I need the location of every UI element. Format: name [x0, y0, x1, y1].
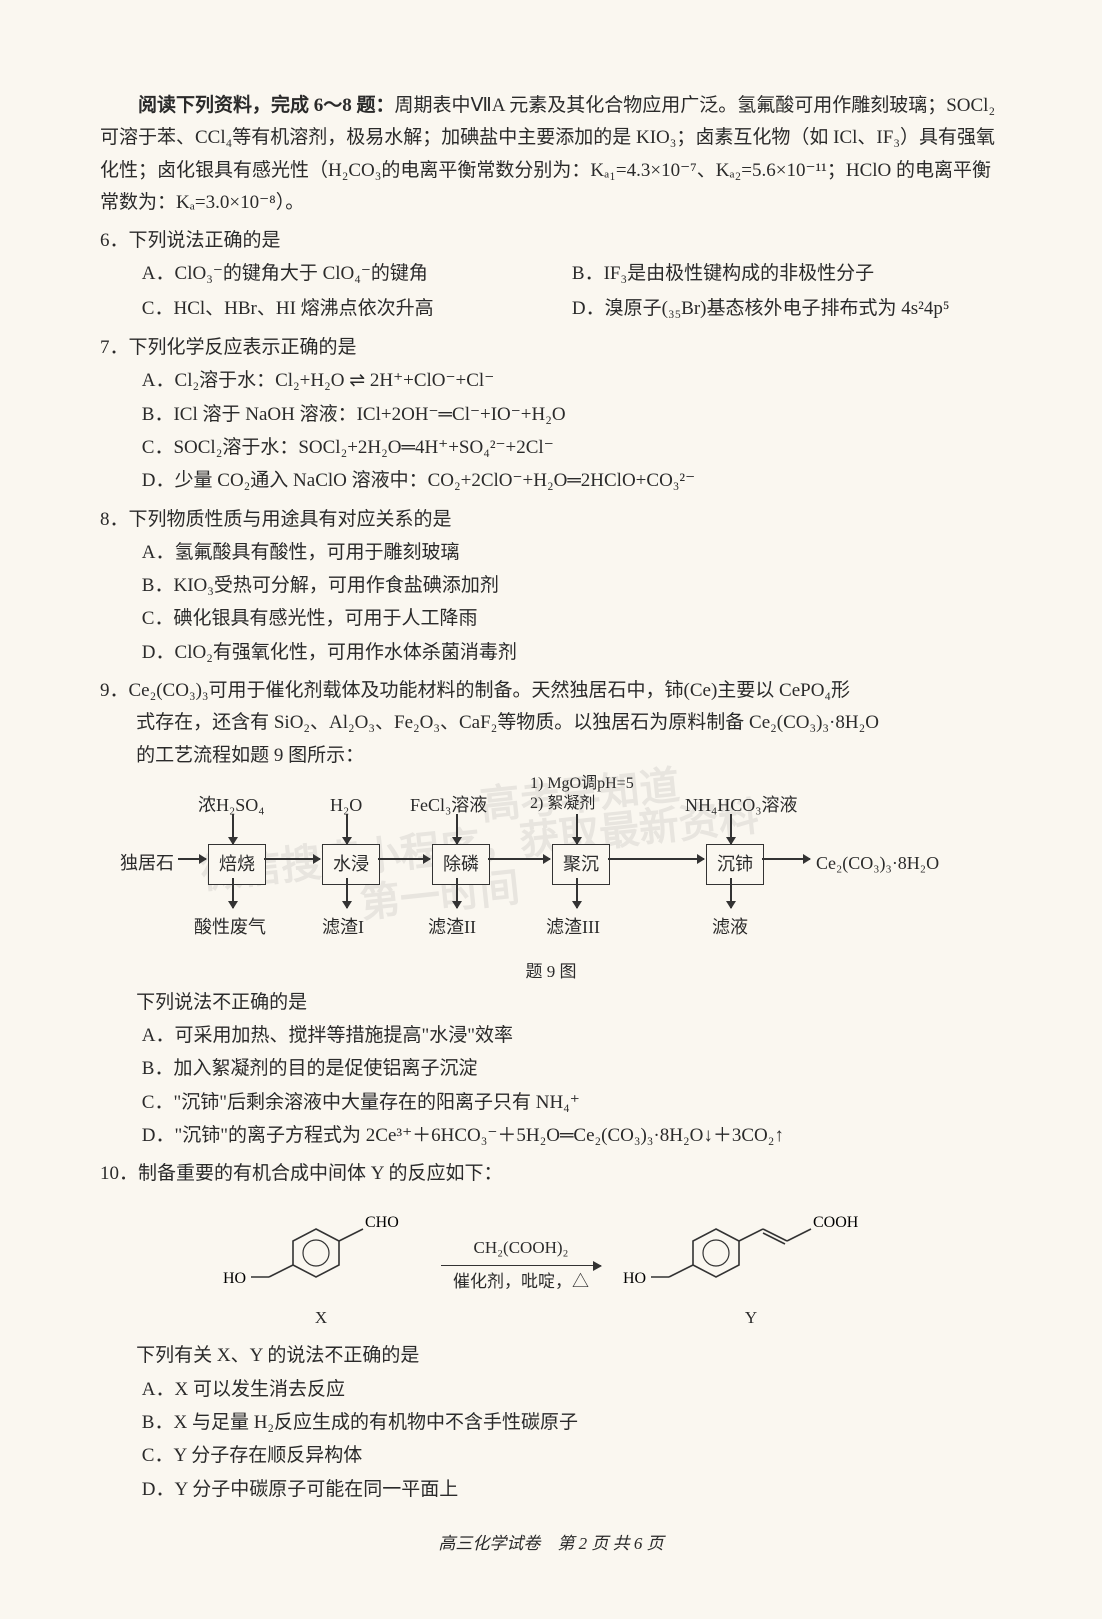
- arrow-icon: [608, 858, 704, 860]
- q8-stem: 8．下列物质性质与用途具有对应关系的是: [100, 504, 1002, 536]
- q9-opt-d: D．"沉铈"的离子方程式为 2Ce³⁺＋6HCO₃⁻＋5H₂O═Ce₂(CO₃)…: [142, 1120, 1002, 1152]
- arrow-icon: [178, 858, 206, 860]
- flow-box-2: 水浸: [322, 844, 380, 885]
- q10-substem: 下列有关 X、Y 的说法不正确的是: [100, 1340, 1002, 1372]
- q6-stem: 6．下列说法正确的是: [100, 225, 1002, 257]
- q9-options: A．可采用加热、搅拌等措施提高"水浸"效率 B．加入絮凝剂的目的是促使铝离子沉淀…: [100, 1020, 1002, 1152]
- q9-substem: 下列说法不正确的是: [100, 987, 1002, 1019]
- q8-opt-c: C．碘化银具有感光性，可用于人工降雨: [142, 603, 1002, 635]
- arrow-icon: [730, 878, 732, 908]
- page-footer: 高三化学试卷 第 2 页 共 6 页: [100, 1530, 1002, 1559]
- flow-output-1: 酸性废气: [194, 912, 266, 943]
- q7-opt-c: C．SOCl₂溶于水：SOCl₂+2H₂O═4H⁺+SO₄²⁻+2Cl⁻: [142, 432, 1002, 464]
- flow-start: 独居石: [120, 848, 174, 879]
- reaction-arrow: CH₂(COOH)₂ 催化剂，吡啶，△: [441, 1234, 601, 1297]
- flow-box-4: 聚沉: [552, 844, 610, 885]
- molecule-y-label: Y: [621, 1304, 881, 1333]
- flow-end: Ce₂(CO₃)₃·8H₂O: [816, 848, 939, 879]
- flow-box-5: 沉铈: [706, 844, 764, 885]
- q9-stem-line1: 9．Ce₂(CO₃)₃可用于催化剂载体及功能材料的制备。天然独居石中，铈(Ce)…: [100, 675, 1002, 707]
- passage-intro: 阅读下列资料，完成 6～8 题：周期表中ⅦA 元素及其化合物应用广泛。氢氟酸可用…: [100, 90, 1002, 219]
- arrow-icon: [346, 814, 348, 844]
- q9-stem-line3: 的工艺流程如题 9 图所示：: [100, 740, 1002, 772]
- q7-opt-d: D．少量 CO₂通入 NaClO 溶液中：CO₂+2ClO⁻+H₂O═2HClO…: [142, 465, 1002, 497]
- q10-reaction-scheme: HO CHO X CH₂(COOH)₂ 催化剂，吡啶，△ HO: [100, 1199, 1002, 1333]
- arrow-icon: [488, 858, 550, 860]
- flow-input-3: FeCl₃溶液: [410, 790, 487, 821]
- question-7: 7．下列化学反应表示正确的是 A．Cl₂溶于水：Cl₂+H₂O ⇌ 2H⁺+Cl…: [100, 332, 1002, 497]
- flow-output-4: 滤渣III: [546, 912, 600, 943]
- arrow-icon: [264, 858, 320, 860]
- q8-options: A．氢氟酸具有酸性，可用于雕刻玻璃 B．KIO₃受热可分解，可用作食盐碘添加剂 …: [100, 537, 1002, 669]
- q6-opt-b: B．IF₃是由极性键构成的非极性分子: [572, 258, 1002, 290]
- q8-opt-d: D．ClO₂有强氧化性，可用作水体杀菌消毒剂: [142, 637, 1002, 669]
- flow-box-1: 焙烧: [208, 844, 266, 885]
- q9-opt-c: C．"沉铈"后剩余溶液中大量存在的阳离子只有 NH₄⁺: [142, 1087, 1002, 1119]
- arrow-icon: [730, 814, 732, 844]
- q9-stem-line2: 式存在，还含有 SiO₂、Al₂O₃、Fe₂O₃、CaF₂等物质。以独居石为原料…: [100, 707, 1002, 739]
- arrow-icon: [441, 1265, 601, 1266]
- arrow-icon: [576, 878, 578, 908]
- exam-page: 阅读下列资料，完成 6～8 题：周期表中ⅦA 元素及其化合物应用广泛。氢氟酸可用…: [0, 0, 1102, 1619]
- q7-opt-a: A．Cl₂溶于水：Cl₂+H₂O ⇌ 2H⁺+ClO⁻+Cl⁻: [142, 365, 1002, 397]
- arrow-icon: [576, 814, 578, 844]
- arrow-icon: [232, 878, 234, 908]
- arrow-icon: [378, 858, 430, 860]
- arrow-icon: [456, 878, 458, 908]
- arrow-icon: [762, 858, 810, 860]
- arrow-icon: [346, 878, 348, 908]
- svg-text:HO: HO: [623, 1270, 646, 1287]
- flow-output-3: 滤渣II: [428, 912, 476, 943]
- q10-stem: 10．制备重要的有机合成中间体 Y 的反应如下：: [100, 1158, 1002, 1190]
- arrow-icon: [232, 814, 234, 844]
- flow-input-4b: 2) 絮凝剂: [530, 790, 595, 817]
- q6-opt-d: D．溴原子(₃₅Br)基态核外电子排布式为 4s²4p⁵: [572, 293, 1002, 325]
- intro-lead: 阅读下列资料，完成 6～8 题：: [138, 95, 395, 116]
- q7-stem: 7．下列化学反应表示正确的是: [100, 332, 1002, 364]
- flow-output-5: 滤液: [712, 912, 748, 943]
- q10-opt-d: D．Y 分子中碳原子可能在同一平面上: [142, 1474, 1002, 1506]
- q6-options: A．ClO₃⁻的键角大于 ClO₄⁻的键角 B．IF₃是由极性键构成的非极性分子…: [100, 257, 1002, 326]
- flow-output-2: 滤渣I: [322, 912, 364, 943]
- q9-flowchart: 高考早知道 微信搜索小程序，获取最新资料 第一时间 浓H₂SO₄ H₂O FeC…: [140, 782, 960, 952]
- q9-figure-caption: 题 9 图: [100, 958, 1002, 987]
- arrow-bottom-text: 催化剂，吡啶，△: [441, 1268, 601, 1297]
- arrow-top-text: CH₂(COOH)₂: [441, 1234, 601, 1263]
- question-8: 8．下列物质性质与用途具有对应关系的是 A．氢氟酸具有酸性，可用于雕刻玻璃 B．…: [100, 504, 1002, 669]
- q6-opt-c: C．HCl、HBr、HI 熔沸点依次升高: [142, 293, 572, 325]
- molecule-y: HO COOH Y: [621, 1199, 881, 1333]
- svg-text:COOH: COOH: [813, 1214, 859, 1231]
- question-9: 9．Ce₂(CO₃)₃可用于催化剂载体及功能材料的制备。天然独居石中，铈(Ce)…: [100, 675, 1002, 1152]
- q10-options: A．X 可以发生消去反应 B．X 与足量 H₂反应生成的有机物中不含手性碳原子 …: [100, 1374, 1002, 1506]
- q8-opt-a: A．氢氟酸具有酸性，可用于雕刻玻璃: [142, 537, 1002, 569]
- q7-opt-b: B．ICl 溶于 NaOH 溶液：ICl+2OH⁻═Cl⁻+IO⁻+H₂O: [142, 399, 1002, 431]
- question-10: 10．制备重要的有机合成中间体 Y 的反应如下： HO CHO X CH₂(CO…: [100, 1158, 1002, 1506]
- q7-options: A．Cl₂溶于水：Cl₂+H₂O ⇌ 2H⁺+ClO⁻+Cl⁻ B．ICl 溶于…: [100, 365, 1002, 497]
- molecule-x: HO CHO X: [221, 1199, 421, 1333]
- flow-box-3: 除磷: [432, 844, 490, 885]
- q10-opt-b: B．X 与足量 H₂反应生成的有机物中不含手性碳原子: [142, 1407, 1002, 1439]
- q10-opt-c: C．Y 分子存在顺反异构体: [142, 1440, 1002, 1472]
- question-6: 6．下列说法正确的是 A．ClO₃⁻的键角大于 ClO₄⁻的键角 B．IF₃是由…: [100, 225, 1002, 326]
- q6-opt-a: A．ClO₃⁻的键角大于 ClO₄⁻的键角: [142, 258, 572, 290]
- molecule-x-label: X: [221, 1304, 421, 1333]
- q8-opt-b: B．KIO₃受热可分解，可用作食盐碘添加剂: [142, 570, 1002, 602]
- q10-opt-a: A．X 可以发生消去反应: [142, 1374, 1002, 1406]
- q9-opt-b: B．加入絮凝剂的目的是促使铝离子沉淀: [142, 1053, 1002, 1085]
- arrow-icon: [456, 814, 458, 844]
- svg-text:HO: HO: [223, 1270, 246, 1287]
- flow-input-5: NH₄HCO₃溶液: [685, 790, 798, 821]
- svg-text:CHO: CHO: [365, 1214, 399, 1231]
- q9-opt-a: A．可采用加热、搅拌等措施提高"水浸"效率: [142, 1020, 1002, 1052]
